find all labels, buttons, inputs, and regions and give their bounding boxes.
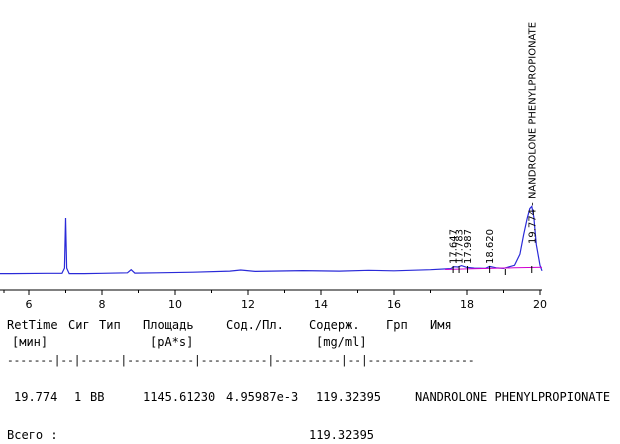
x-tick-label: 14 — [314, 298, 328, 311]
integration-report: RetTime Сиг Тип Площадь Сод./Пл. Содерж.… — [0, 312, 620, 444]
row-amt-area: 4.95987e-3 — [226, 390, 299, 404]
row-signal: 1 — [74, 390, 82, 404]
total-value: 119.32395 — [309, 428, 375, 442]
peak-label: 18.620 — [485, 229, 496, 264]
trace-1 — [0, 205, 543, 275]
trace-2 — [445, 266, 543, 270]
x-tick-label: 12 — [241, 298, 255, 311]
x-axis-ticks: 6 8 10 12 14 16 18 20 — [3, 290, 547, 311]
peak-label: 17.783 — [455, 229, 466, 264]
total-label: Всего : — [7, 428, 58, 442]
peak-label: 19.774 - NANDROLONE PHENYLPROPIONATE — [527, 22, 538, 244]
header-signal: Сиг — [68, 318, 90, 332]
row-rettime: 19.774 — [14, 390, 58, 404]
unit-amount: [mg/ml] — [316, 335, 367, 349]
x-tick-label: 8 — [99, 298, 106, 311]
x-tick-label: 20 — [533, 298, 547, 311]
x-tick-label: 18 — [460, 298, 474, 311]
header-group: Грп — [386, 318, 408, 332]
header-name: Имя — [430, 318, 452, 332]
peak-label: 17.647 — [449, 229, 460, 264]
unit-minutes: [мин] — [12, 335, 49, 349]
header-amount: Содерж. — [309, 318, 360, 332]
row-area: 1145.61230 — [143, 390, 216, 404]
header-amt-area: Сод./Пл. — [226, 318, 284, 332]
header-separator: -------|--|------|----------|----------|… — [7, 354, 475, 367]
header-type: Тип — [99, 318, 121, 332]
unit-area: [pA*s] — [150, 335, 194, 349]
x-tick-label: 10 — [168, 298, 182, 311]
chromatogram-traces — [0, 205, 543, 275]
x-tick-label: 16 — [387, 298, 401, 311]
header-area: Площадь — [143, 318, 194, 332]
row-amount: 119.32395 — [316, 390, 382, 404]
x-tick-label: 6 — [26, 298, 33, 311]
header-rettime: RetTime — [7, 318, 58, 332]
row-name: NANDROLONE PHENYLPROPIONATE — [415, 390, 611, 404]
row-type: BB — [90, 390, 105, 404]
peak-label: 17.987 — [463, 229, 474, 264]
